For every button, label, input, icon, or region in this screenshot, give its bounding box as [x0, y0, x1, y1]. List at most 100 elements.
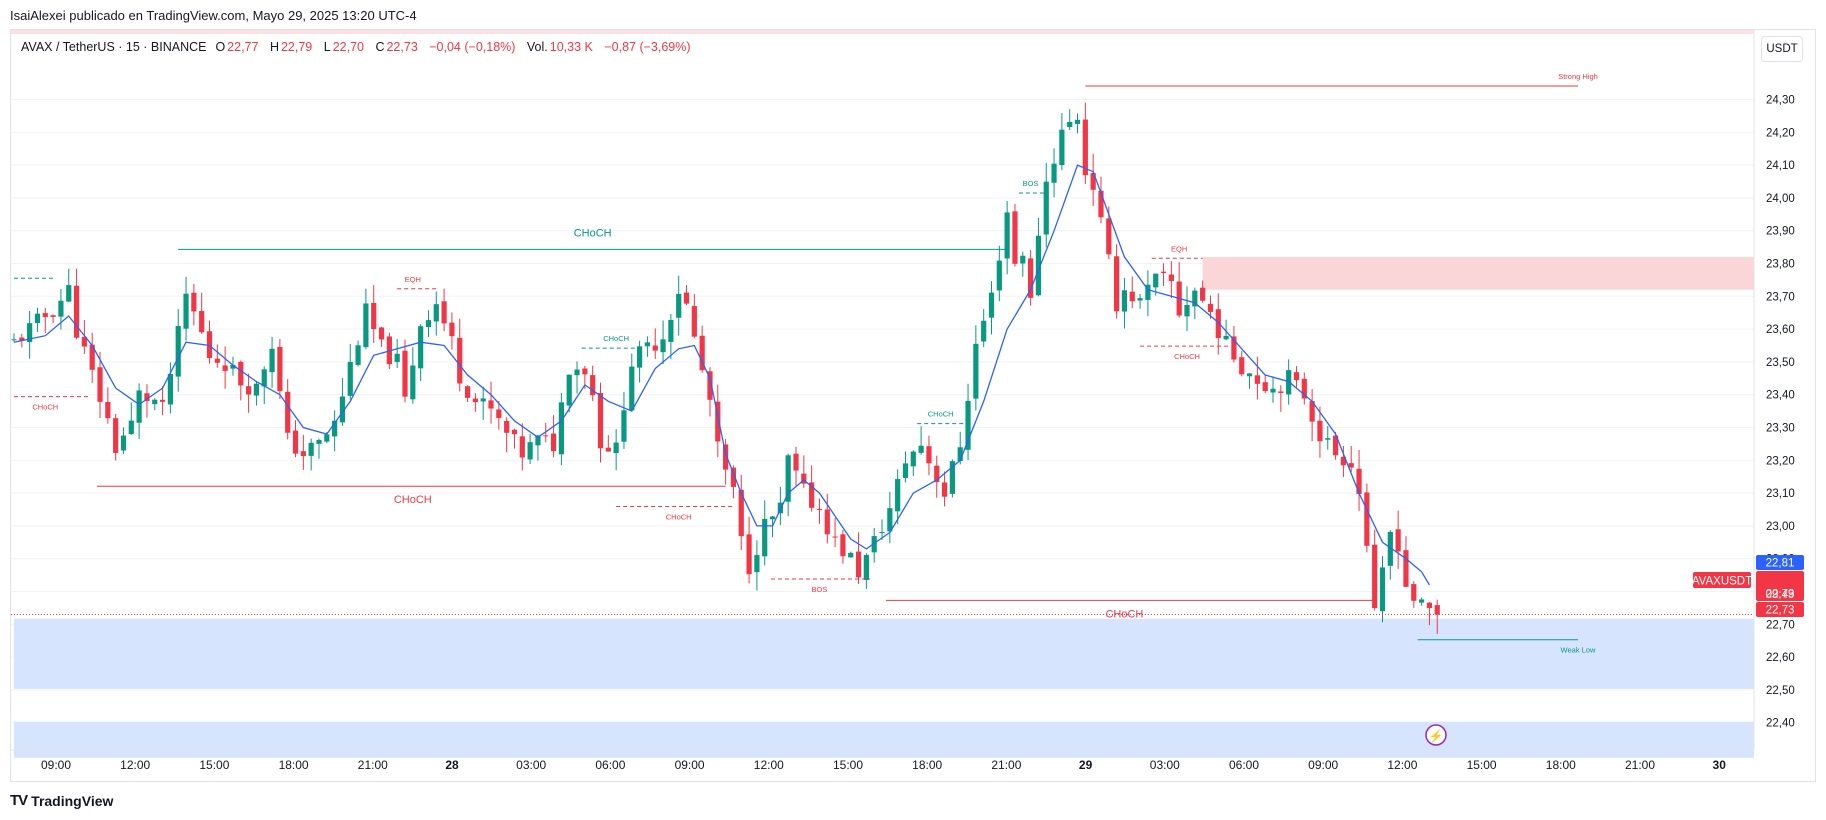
- candle-body[interactable]: [652, 345, 658, 351]
- candle-body[interactable]: [910, 451, 916, 467]
- candle-body[interactable]: [629, 366, 635, 411]
- candle-body[interactable]: [50, 315, 56, 317]
- candle-body[interactable]: [691, 306, 697, 337]
- candle-body[interactable]: [480, 398, 486, 402]
- candle-body[interactable]: [128, 420, 134, 435]
- candle-body[interactable]: [824, 509, 830, 535]
- candle-body[interactable]: [1419, 599, 1425, 603]
- candle-body[interactable]: [723, 444, 729, 470]
- candle-body[interactable]: [1153, 273, 1159, 288]
- candle-body[interactable]: [238, 361, 244, 386]
- candle-body[interactable]: [769, 516, 776, 520]
- candle-body[interactable]: [1098, 190, 1104, 218]
- candle-body[interactable]: [355, 345, 361, 365]
- candle-body[interactable]: [464, 386, 471, 398]
- candle-body[interactable]: [1372, 544, 1378, 609]
- candle-body[interactable]: [410, 365, 416, 400]
- candle-body[interactable]: [590, 375, 596, 396]
- candle-body[interactable]: [11, 339, 17, 341]
- candle-body[interactable]: [144, 393, 150, 402]
- candle-body[interactable]: [292, 430, 299, 454]
- candle-body[interactable]: [199, 311, 205, 333]
- candle-body[interactable]: [1121, 290, 1128, 312]
- candle-body[interactable]: [550, 433, 557, 452]
- candle-body[interactable]: [472, 398, 478, 403]
- candle-body[interactable]: [1215, 309, 1221, 339]
- candle-body[interactable]: [1020, 255, 1026, 264]
- candle-body[interactable]: [277, 346, 283, 392]
- candle-body[interactable]: [637, 346, 643, 368]
- candle-body[interactable]: [1317, 420, 1323, 442]
- candle-body[interactable]: [66, 285, 72, 302]
- candle-body[interactable]: [1387, 531, 1393, 566]
- candle-body[interactable]: [457, 337, 463, 384]
- candle-body[interactable]: [574, 369, 580, 376]
- candle-body[interactable]: [1403, 550, 1409, 587]
- candle-body[interactable]: [511, 429, 518, 435]
- candle-body[interactable]: [668, 319, 674, 342]
- candle-body[interactable]: [425, 320, 432, 328]
- candle-body[interactable]: [191, 292, 197, 312]
- candle-body[interactable]: [81, 336, 87, 347]
- candle-body[interactable]: [1379, 567, 1386, 612]
- candle-body[interactable]: [1356, 468, 1362, 495]
- candle-body[interactable]: [1278, 391, 1284, 394]
- candle-body[interactable]: [167, 373, 173, 405]
- candle-body[interactable]: [58, 300, 64, 317]
- candle-body[interactable]: [1434, 605, 1440, 615]
- candle-body[interactable]: [535, 435, 541, 446]
- candle-body[interactable]: [855, 551, 862, 578]
- currency-unit-button[interactable]: USDT: [1761, 36, 1803, 62]
- candle-body[interactable]: [1067, 121, 1073, 128]
- candle-body[interactable]: [543, 435, 549, 437]
- candle-body[interactable]: [1145, 284, 1151, 300]
- candle-body[interactable]: [1137, 298, 1143, 301]
- tradingview-logo[interactable]: TV TradingView: [10, 792, 113, 809]
- candle-body[interactable]: [1231, 336, 1237, 360]
- candle-body[interactable]: [730, 467, 737, 487]
- candle-body[interactable]: [1051, 163, 1057, 183]
- candle-body[interactable]: [848, 552, 854, 558]
- candle-body[interactable]: [715, 401, 721, 442]
- lightning-icon[interactable]: [1425, 724, 1447, 746]
- candle-body[interactable]: [363, 303, 369, 348]
- candle-body[interactable]: [981, 320, 987, 342]
- candle-body[interactable]: [42, 313, 48, 318]
- candle-body[interactable]: [1114, 256, 1120, 312]
- candle-body[interactable]: [1246, 373, 1253, 377]
- candle-body[interactable]: [1192, 290, 1198, 307]
- candle-body[interactable]: [957, 447, 963, 462]
- candle-body[interactable]: [613, 442, 619, 454]
- candle-body[interactable]: [300, 451, 306, 457]
- candle-body[interactable]: [676, 293, 682, 318]
- candle-body[interactable]: [504, 421, 510, 433]
- candle-body[interactable]: [1090, 172, 1096, 190]
- candle-body[interactable]: [621, 410, 627, 442]
- candle-body[interactable]: [965, 400, 971, 450]
- candle-body[interactable]: [597, 393, 604, 449]
- candle-body[interactable]: [402, 350, 408, 397]
- candle-body[interactable]: [871, 536, 877, 553]
- candle-body[interactable]: [1395, 529, 1401, 552]
- candle-body[interactable]: [175, 325, 181, 377]
- candle-body[interactable]: [1293, 372, 1300, 381]
- candle-body[interactable]: [699, 335, 705, 371]
- candle-body[interactable]: [316, 440, 322, 444]
- candle-body[interactable]: [887, 508, 893, 532]
- candle-body[interactable]: [449, 322, 455, 337]
- symbol-name[interactable]: AVAX / TetherUS · 15 · BINANCE: [21, 40, 207, 54]
- candle-body[interactable]: [519, 436, 525, 458]
- candle-body[interactable]: [582, 368, 588, 375]
- candle-body[interactable]: [644, 342, 651, 347]
- candle-body[interactable]: [308, 442, 314, 456]
- candle-body[interactable]: [809, 482, 815, 508]
- candle-body[interactable]: [159, 399, 166, 402]
- candle-body[interactable]: [394, 353, 400, 362]
- candle-body[interactable]: [660, 339, 666, 353]
- candle-body[interactable]: [895, 479, 901, 512]
- candle-body[interactable]: [183, 293, 189, 329]
- candle-body[interactable]: [1364, 492, 1370, 546]
- candle-body[interactable]: [558, 402, 564, 455]
- candle-body[interactable]: [1129, 291, 1135, 302]
- candle-body[interactable]: [1082, 119, 1088, 176]
